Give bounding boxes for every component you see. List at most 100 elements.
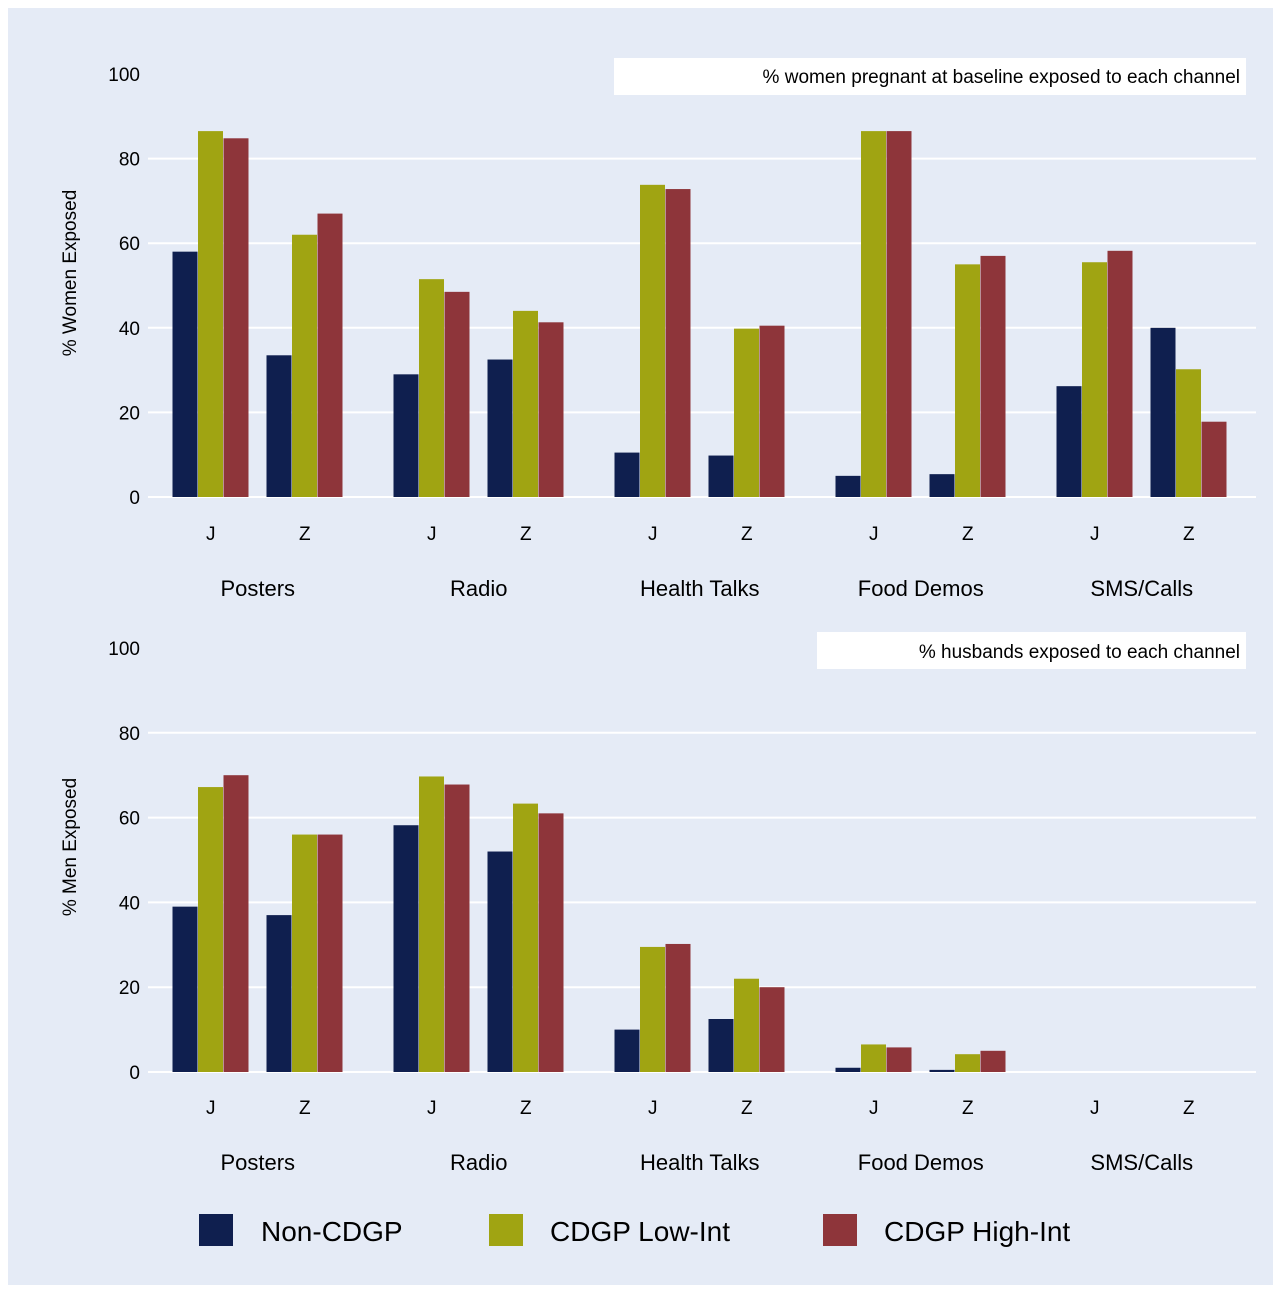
y-axis-label: % Women Exposed [60,190,81,357]
x-tick-label: Z [520,524,532,545]
men-exposure-panel: 0 20 40 60 80 100 J Z J Z J Z J Z J Z Posters Radio Heal… [60,632,1256,1175]
bar-cdgp-high-int-radio-j [444,784,470,1072]
y-tick-label: 80 [119,150,140,171]
x-tick-label: J [1090,1098,1100,1119]
x-tick-label: J [427,1098,437,1119]
bar-cdgp-low-int-posters-j [198,787,223,1072]
bar-non-cdgp-health-talks-j [614,452,640,497]
y-tick-label: 40 [119,893,140,914]
y-tick-label: 0 [129,488,140,509]
bar-cdgp-high-int-health-talks-z [759,325,785,497]
bar-cdgp-low-int-health-talks-z [734,328,759,497]
x-tick-label: J [648,1098,658,1119]
bar-non-cdgp-posters-z [266,915,292,1072]
bar-cdgp-low-int-sms-calls-j [1082,262,1107,497]
bar-cdgp-high-int-food-demos-j [886,1047,912,1072]
women-exposure-panel: 0 20 40 60 80 100 J Z J Z J Z J Z J Z Posters Radio Heal… [60,58,1256,601]
y-tick-label: 100 [108,639,140,660]
bar-cdgp-high-int-posters-j [223,138,249,497]
bar-non-cdgp-posters-j [172,906,198,1072]
annotation-box [817,632,1246,669]
bar-non-cdgp-posters-z [266,355,292,497]
group-labels: Posters Radio Health Talks Food Demos SMS/Ca… [220,1150,1193,1175]
bar-cdgp-high-int-food-demos-j [886,131,912,498]
bar-non-cdgp-sms-calls-j [1056,386,1082,497]
bar-cdgp-low-int-radio-j [419,776,444,1072]
group-label: Food Demos [858,1150,984,1175]
y-tick-label: 80 [119,724,140,745]
x-tick-label: Z [962,1098,974,1119]
y-tick-label: 60 [119,234,140,255]
bar-non-cdgp-food-demos-z [929,1069,955,1072]
bar-cdgp-low-int-health-talks-j [640,184,665,498]
bar-cdgp-high-int-posters-z [317,834,343,1072]
bar-cdgp-low-int-posters-j [198,131,223,498]
y-tick-label: 20 [119,978,140,999]
bar-cdgp-low-int-posters-z [292,234,317,498]
y-axis-label: % Men Exposed [60,778,81,916]
group-label: Posters [220,576,295,601]
bar-cdgp-low-int-food-demos-z [955,264,980,497]
x-tick-label: Z [520,1098,532,1119]
group-label: SMS/Calls [1090,576,1193,601]
x-tick-label: Z [299,524,311,545]
y-tick-label: 100 [108,65,140,86]
x-tick-label: J [648,524,658,545]
bar-non-cdgp-health-talks-j [614,1029,640,1072]
bar-non-cdgp-food-demos-j [835,475,861,497]
x-tick-label: J [869,524,879,545]
x-tick-label: Z [1183,524,1195,545]
bar-non-cdgp-radio-z [487,851,513,1072]
x-tick-label: Z [1183,1098,1195,1119]
bar-cdgp-low-int-health-talks-j [640,946,665,1072]
bar-non-cdgp-food-demos-j [835,1067,861,1072]
x-tick-label: J [427,524,437,545]
x-tick-label: Z [299,1098,311,1119]
x-tick-label: Z [741,524,753,545]
bar-cdgp-high-int-radio-z [538,813,564,1072]
bar-cdgp-high-int-sms-calls-z [1201,421,1227,497]
group-label: Health Talks [640,1150,759,1175]
bar-cdgp-low-int-radio-z [513,310,538,497]
x-tick-label: J [206,1098,216,1119]
y-tick-label: 0 [129,1063,140,1084]
bar-non-cdgp-health-talks-z [708,455,734,497]
y-tick-label: 20 [119,403,140,424]
legend-label-non-cdgp: Non-CDGP [261,1216,403,1247]
x-tick-label: Z [741,1098,753,1119]
bar-non-cdgp-radio-z [487,359,513,497]
bar-cdgp-high-int-health-talks-j [665,943,691,1072]
bar-cdgp-high-int-health-talks-z [759,987,785,1072]
bar-cdgp-high-int-radio-j [444,291,470,497]
group-label: Posters [220,1150,295,1175]
bar-cdgp-low-int-food-demos-z [955,1054,980,1072]
panel-annotation: % women pregnant at baseline exposed to … [763,67,1240,88]
bar-cdgp-low-int-posters-z [292,834,317,1072]
bar-non-cdgp-posters-j [172,251,198,497]
bar-cdgp-high-int-food-demos-z [980,255,1006,497]
bars [172,775,1006,1072]
bar-cdgp-high-int-radio-z [538,322,564,497]
group-label: Health Talks [640,576,759,601]
bar-cdgp-high-int-health-talks-j [665,189,691,497]
legend-swatch-cdgp-low-int [489,1214,523,1246]
bar-cdgp-low-int-food-demos-j [861,131,886,498]
bar-cdgp-high-int-food-demos-z [980,1050,1006,1072]
group-label: Radio [450,1150,507,1175]
legend-label-cdgp-low-int: CDGP Low-Int [550,1216,730,1247]
bar-cdgp-low-int-sms-calls-z [1176,369,1201,497]
annotation-box [614,58,1246,95]
x-tick-label: J [206,524,216,545]
legend-swatch-cdgp-high-int [823,1214,857,1246]
bar-cdgp-low-int-health-talks-z [734,978,759,1072]
y-tick-labels: 0 20 40 60 80 100 [108,65,140,509]
bar-cdgp-low-int-radio-z [513,803,538,1072]
group-labels: Posters Radio Health Talks Food Demos SMS/Ca… [220,576,1193,601]
bar-cdgp-high-int-posters-j [223,775,249,1072]
bar-non-cdgp-radio-j [393,374,419,497]
panel-annotation: % husbands exposed to each channel [919,642,1240,663]
group-label: Food Demos [858,576,984,601]
